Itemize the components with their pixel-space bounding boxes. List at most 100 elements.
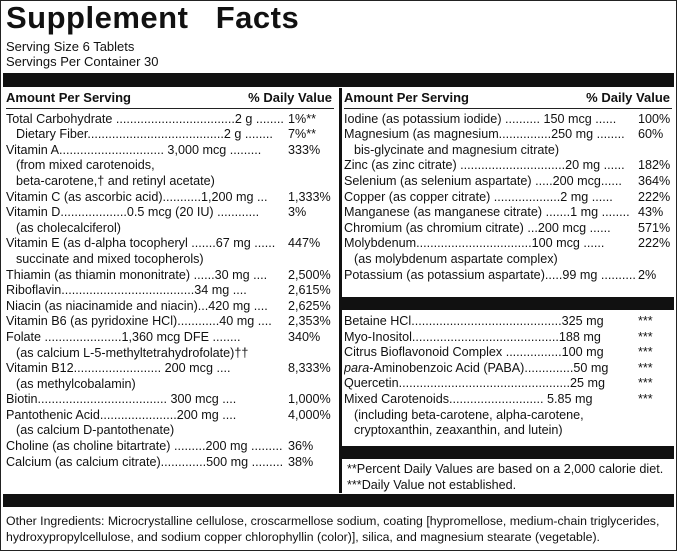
footnote-dv-not-established: ***Daily Value not established. — [347, 477, 517, 492]
nutrient-continuation: cryptoxanthin, zeaxanthin, and lutein) — [354, 423, 563, 438]
daily-value: 222% — [638, 189, 671, 204]
daily-value: 2,353% — [288, 314, 331, 329]
daily-value: 2,625% — [288, 298, 331, 313]
nutrient-amount-text: Choline (as choline bitartrate) ........… — [6, 439, 283, 454]
nutrient-row: Zinc (as zinc citrate) .................… — [344, 158, 672, 174]
right-column-header: Amount Per Serving % Daily Value — [344, 90, 672, 106]
nutrient-row: Pantothenic Acid......................20… — [6, 408, 334, 424]
left-nutrient-column: Amount Per Serving % Daily Value Total C… — [6, 90, 334, 470]
nutrient-amount-text: Quercetin...............................… — [344, 376, 606, 391]
nutrient-label: Molybdenum..............................… — [344, 236, 638, 252]
nutrient-label: Choline (as choline bitartrate) ........… — [6, 439, 288, 455]
nutrient-label: Calcium (as calcium citrate)............… — [6, 455, 288, 471]
nutrient-row: Dietary Fiber...........................… — [6, 127, 334, 143]
nutrient-continuation: (as calcium L-5-methyltetrahydrofolate)†… — [16, 345, 249, 360]
amount-per-serving-heading: Amount Per Serving — [6, 90, 131, 105]
nutrient-amount-text: Selenium (as selenium aspartate) .....20… — [344, 173, 622, 188]
daily-value: 222% — [638, 236, 671, 251]
daily-value: 182% — [638, 158, 671, 173]
daily-value: 3% — [288, 205, 307, 220]
right-header-rule — [344, 107, 672, 109]
footnote-thick-rule — [342, 446, 674, 459]
nutrient-row: Betaine HCl.............................… — [344, 314, 672, 330]
daily-value: *** — [638, 360, 653, 375]
nutrient-label: Vitamin D...................0.5 mcg (20 … — [6, 205, 288, 221]
daily-value: *** — [638, 391, 653, 406]
nutrient-row: Quercetin...............................… — [344, 376, 672, 392]
nutrient-row: Copper (as copper citrate) .............… — [344, 190, 672, 206]
nutrient-amount-text: -Aminobenzoic Acid (PABA)..............5… — [369, 360, 609, 375]
daily-value: 7%** — [288, 127, 317, 142]
nutrient-amount-text: Dietary Fiber...........................… — [16, 127, 273, 142]
no-dv-nutrient-list: Betaine HCl.............................… — [344, 314, 672, 439]
nutrient-amount-text: Riboflavin..............................… — [6, 283, 247, 298]
nutrient-row: Molybdenum..............................… — [344, 236, 672, 252]
nutrient-amount-text: Vitamin C (as ascorbic acid)...........1… — [6, 189, 268, 204]
daily-value: 1,333% — [288, 189, 331, 204]
nutrient-amount-text: Folate ......................1,360 mcg D… — [6, 329, 241, 344]
nutrient-row: Thiamin (as thiamin mononitrate) ......3… — [6, 268, 334, 284]
nutrient-row: Folate ......................1,360 mcg D… — [6, 330, 334, 346]
column-divider — [339, 88, 342, 493]
nutrient-amount-text: Copper (as copper citrate) .............… — [344, 189, 613, 204]
nutrient-row: Vitamin C (as ascorbic acid)...........1… — [6, 190, 334, 206]
daily-value-heading: % Daily Value — [248, 90, 332, 105]
nutrient-row: Total Carbohydrate .....................… — [6, 112, 334, 128]
nutrient-row: Biotin..................................… — [6, 392, 334, 408]
other-ingredients: Other Ingredients: Microcrystalline cell… — [6, 514, 660, 544]
daily-value: 100% — [638, 111, 671, 126]
nutrient-row: Magnesium (as magnesium...............25… — [344, 127, 672, 143]
nutrient-label: Vitamin E (as d-alpha tocopheryl .......… — [6, 236, 288, 252]
nutrient-label: Total Carbohydrate .....................… — [6, 112, 288, 128]
nutrient-amount-text: Magnesium (as magnesium...............25… — [344, 127, 625, 142]
daily-value: 2,615% — [288, 283, 331, 298]
nutrient-row: Choline (as choline bitartrate) ........… — [6, 439, 334, 455]
daily-value: 4,000% — [288, 407, 331, 422]
nutrient-continuation: succinate and mixed tocopherols) — [16, 251, 204, 266]
servings-per-container: Servings Per Container 30 — [6, 54, 159, 69]
nutrient-label: Quercetin...............................… — [344, 376, 638, 392]
nutrient-label: Thiamin (as thiamin mononitrate) ......3… — [6, 268, 288, 284]
nutrient-prefix: para — [344, 360, 370, 375]
nutrient-amount-text: Iodine (as potassium iodide) .......... … — [344, 111, 617, 126]
daily-value-heading: % Daily Value — [586, 90, 670, 105]
nutrient-label: Potassium (as potassium aspartate).....9… — [344, 268, 638, 284]
nutrient-amount-text: Citrus Bioflavonoid Complex ............… — [344, 345, 604, 360]
nutrient-row: Chromium (as chromium citrate) ...200 mc… — [344, 221, 672, 237]
nutrient-amount-text: Vitamin B6 (as pyridoxine HCl)..........… — [6, 314, 272, 329]
nutrient-amount-text: Biotin..................................… — [6, 392, 237, 407]
nutrient-amount-text: Zinc (as zinc citrate) .................… — [344, 158, 625, 173]
nutrient-label: Betaine HCl.............................… — [344, 314, 638, 330]
nutrient-label: Iodine (as potassium iodide) .......... … — [344, 112, 638, 128]
nutrient-continuation: (as molybdenum aspartate complex) — [354, 251, 558, 266]
nutrient-continuation: beta-carotene,† and retinyl acetate) — [16, 173, 215, 188]
nutrient-continuation: (as calcium D-pantothenate) — [16, 423, 175, 438]
nutrient-continuation: (including beta-carotene, alpha-carotene… — [354, 407, 584, 422]
serving-size: Serving Size 6 Tablets — [6, 39, 135, 54]
nutrient-continuation: bis-glycinate and magnesium citrate) — [354, 142, 560, 157]
header-thick-rule — [3, 73, 674, 87]
nutrient-continuation: (from mixed carotenoids, — [16, 158, 155, 173]
nutrient-label: Citrus Bioflavonoid Complex ............… — [344, 345, 638, 361]
daily-value: 38% — [288, 454, 314, 469]
nutrient-amount-text: Vitamin A.............................. … — [6, 142, 262, 157]
nutrient-label: Vitamin B12......................... 200… — [6, 361, 288, 377]
nutrient-label: Vitamin B6 (as pyridoxine HCl)..........… — [6, 314, 288, 330]
nutrient-amount-text: Mixed Carotenoids.......................… — [344, 391, 593, 406]
nutrient-row: Vitamin A.............................. … — [6, 143, 334, 159]
amount-per-serving-heading: Amount Per Serving — [344, 90, 469, 105]
nutrient-row: para-Aminobenzoic Acid (PABA)...........… — [344, 361, 672, 377]
nutrient-label: Manganese (as manganese citrate) .......… — [344, 205, 638, 221]
nutrient-amount-text: Myo-Inositol............................… — [344, 329, 601, 344]
nutrient-continuation: (as methylcobalamin) — [16, 376, 136, 391]
daily-value: 60% — [638, 127, 664, 142]
nutrient-amount-text: Betaine HCl.............................… — [344, 314, 604, 328]
nutrient-amount-text: Thiamin (as thiamin mononitrate) ......3… — [6, 267, 268, 282]
nutrient-row: Calcium (as calcium citrate)............… — [6, 455, 334, 471]
nutrient-continuation: (as cholecalciferol) — [16, 220, 121, 235]
daily-value: 364% — [638, 173, 671, 188]
nutrient-amount-text: Total Carbohydrate .....................… — [6, 111, 284, 126]
nutrient-row: Vitamin E (as d-alpha tocopheryl .......… — [6, 236, 334, 252]
nutrient-amount-text: Pantothenic Acid......................20… — [6, 407, 237, 422]
